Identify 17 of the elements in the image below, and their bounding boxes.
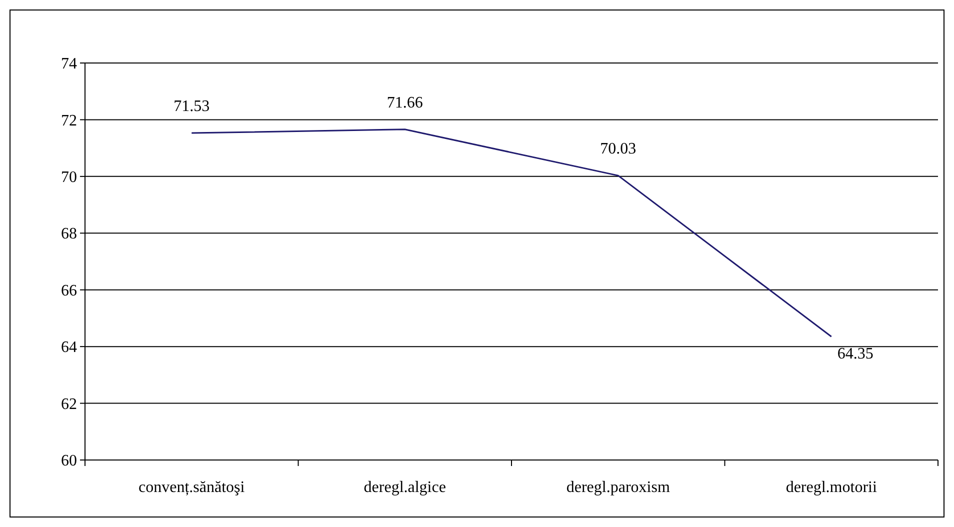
y-tick-label: 68 [61,226,77,243]
y-tick-label: 64 [61,339,77,356]
data-label: 71.53 [174,98,210,116]
y-tick-label: 72 [61,112,77,130]
data-label: 71.66 [386,94,423,112]
x-tick-label: deregl.motorii [786,479,878,496]
x-tick-label: convenț.sănătoşi [138,479,246,496]
line-series [190,128,832,338]
x-tick-label: deregl.algice [364,479,446,496]
y-tick-label: 60 [61,452,77,470]
y-tick-label: 70 [61,169,77,186]
data-label: 64.35 [837,346,874,363]
y-tick-label: 62 [61,396,77,413]
y-tick-label: 66 [61,282,77,300]
data-label: 70.03 [600,140,636,158]
y-tick-label: 74 [61,56,77,73]
x-tick-label: deregl.paroxism [566,479,670,496]
